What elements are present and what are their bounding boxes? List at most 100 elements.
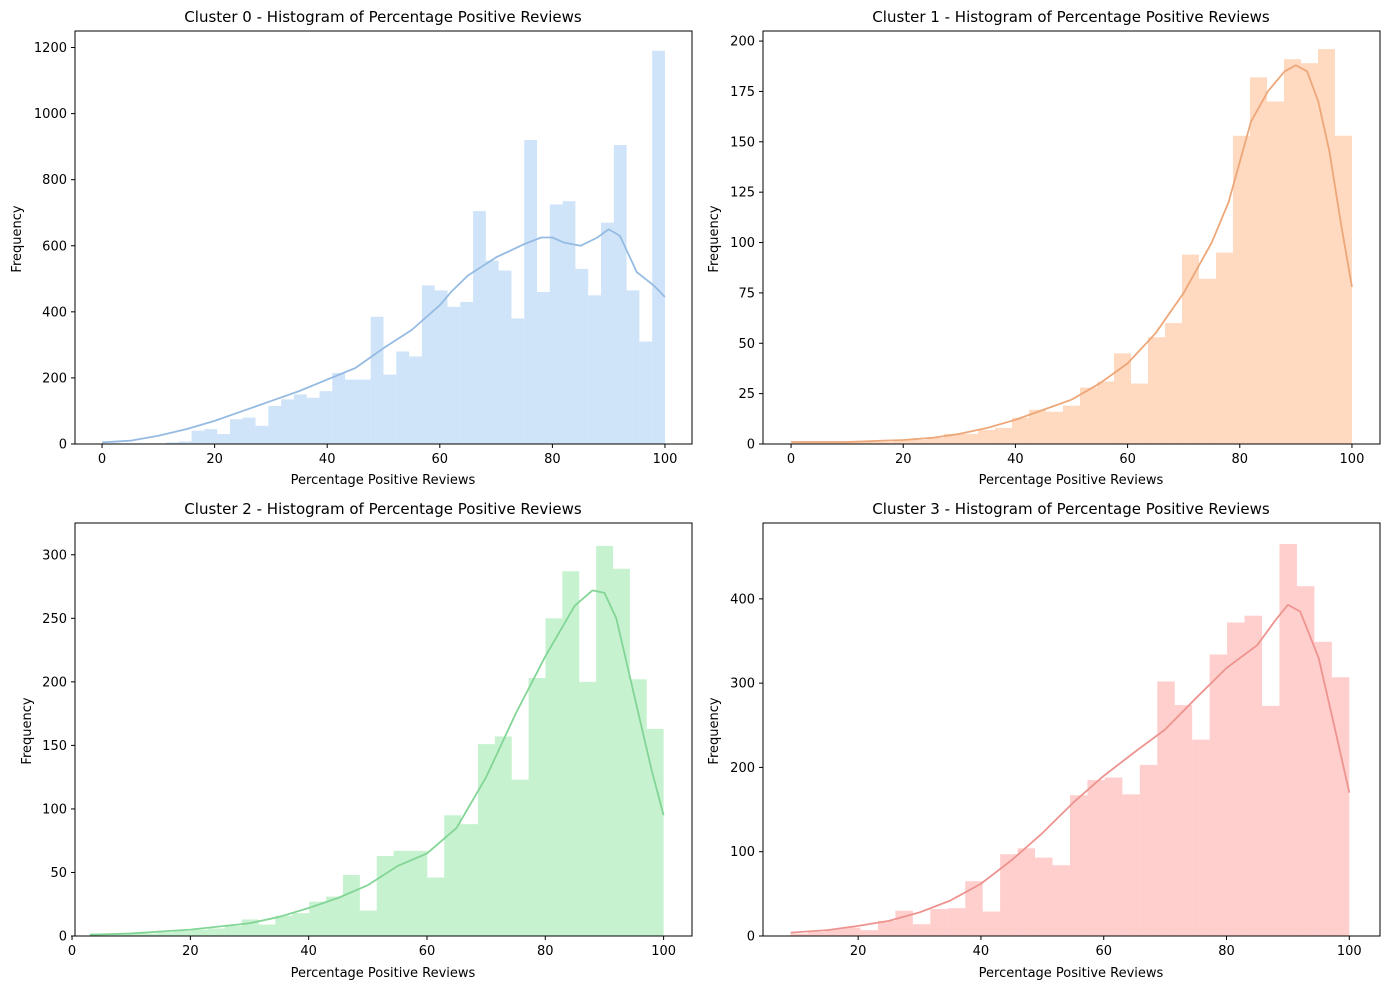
histogram-bar: [1198, 278, 1216, 444]
histogram-bar: [910, 439, 928, 444]
histogram-bar: [165, 442, 179, 444]
y-tick-label: 75: [738, 286, 755, 301]
histogram-bar: [306, 397, 320, 444]
histogram-bar: [359, 910, 377, 936]
chart-title: Cluster 3 - Histogram of Percentage Posi…: [872, 500, 1270, 518]
histogram-bar: [1139, 764, 1158, 936]
histogram-bar: [309, 901, 327, 936]
plot-area: 0 20 40 60 80 100 0 25 50 75 100 125 150 175 200: [730, 30, 1381, 467]
kde-curve: [89, 589, 665, 936]
histogram-bar: [944, 433, 962, 444]
histogram-bar: [1244, 615, 1263, 936]
histogram-bar: [229, 419, 243, 444]
x-tick-label: 100: [1337, 944, 1362, 959]
y-tick-label: 0: [747, 438, 755, 453]
histogram-bar: [537, 292, 550, 444]
histogram-bar: [292, 913, 310, 936]
x-tick-label: 20: [895, 452, 912, 467]
histogram-bar: [498, 270, 512, 444]
x-tick-label: 40: [1007, 452, 1024, 467]
histogram-bar: [961, 433, 979, 444]
histogram-bar: [1052, 865, 1070, 936]
histogram-bar: [444, 815, 462, 936]
y-tick-label: 300: [42, 548, 67, 563]
y-tick-label: 100: [730, 845, 755, 860]
histogram-bar: [1122, 794, 1140, 936]
histogram-bar: [965, 881, 983, 936]
histogram-bar: [123, 933, 141, 936]
x-tick-label: 40: [973, 944, 990, 959]
histogram-bar: [652, 50, 665, 444]
histogram-bar: [393, 850, 411, 936]
histogram-bar: [370, 316, 384, 444]
histogram-bar: [639, 341, 653, 444]
y-tick-label: 0: [59, 930, 67, 945]
histogram-bar: [485, 260, 499, 444]
histogram-bar: [255, 425, 269, 444]
y-axis-label: Frequency: [707, 697, 722, 764]
histogram-bar: [1097, 381, 1114, 444]
histogram-bar: [461, 824, 478, 936]
x-tick-label: 40: [319, 452, 336, 467]
histogram-bar: [1174, 705, 1193, 936]
x-tick-label: 80: [544, 452, 561, 467]
histogram-bar: [1035, 857, 1053, 936]
histogram-bar: [790, 933, 809, 936]
chart-panel-cluster-2: Cluster 2 - Histogram of Percentage Posi…: [20, 500, 693, 981]
histogram-bar: [808, 931, 826, 936]
histogram-bar: [1192, 739, 1210, 936]
histogram-bar: [326, 896, 343, 936]
y-axis-label: Frequency: [707, 205, 722, 272]
histogram-bar: [549, 204, 563, 444]
histogram-bar: [1317, 49, 1335, 444]
kde-curve: [790, 603, 1351, 934]
histogram-bar: [1296, 586, 1315, 936]
histogram-bar: [893, 439, 911, 444]
histogram-bar: [258, 924, 276, 936]
histogram-bar: [494, 736, 512, 936]
y-tick-label: 400: [42, 305, 67, 320]
histogram-bar: [1046, 411, 1063, 444]
histogram-bar: [1029, 409, 1047, 444]
chart-title: Cluster 2 - Histogram of Percentage Posi…: [184, 500, 582, 518]
histogram-bar: [646, 728, 664, 936]
histogram-bar: [268, 406, 282, 444]
histogram-bar: [626, 290, 640, 444]
histogram-bar: [511, 779, 529, 936]
histogram-bar: [383, 374, 397, 444]
y-tick-label: 0: [747, 930, 755, 945]
histogram-bar: [843, 927, 861, 936]
histogram-bar: [342, 875, 360, 936]
x-tick-label: 60: [432, 452, 449, 467]
histogram-bar: [629, 679, 647, 936]
histogram-bar: [877, 920, 896, 936]
histogram-bar: [545, 618, 563, 936]
histogram-bar: [1215, 252, 1233, 444]
y-tick-label: 50: [50, 866, 67, 881]
histogram-bar: [1181, 254, 1199, 444]
chart-panel-cluster-3: Cluster 3 - Histogram of Percentage Posi…: [707, 500, 1381, 981]
histogram-bar: [460, 301, 474, 444]
x-axis-label: Percentage Positive Reviews: [979, 966, 1164, 981]
histogram-bar: [825, 441, 843, 444]
histogram-bar: [1334, 135, 1352, 444]
y-tick-label: 100: [730, 236, 755, 251]
histogram-bar: [859, 441, 877, 444]
x-axis-label: Percentage Positive Reviews: [291, 473, 476, 488]
histogram-bar: [1227, 622, 1245, 936]
histogram-bar: [376, 855, 394, 936]
chart-panel-cluster-0: Cluster 0 - Histogram of Percentage Posi…: [10, 8, 693, 488]
histogram-bar: [174, 930, 192, 936]
axes-frame: [762, 522, 1381, 937]
histogram-bar: [596, 545, 613, 936]
histogram-bar: [791, 441, 809, 444]
histogram-bar: [1000, 854, 1018, 936]
histogram-bar: [978, 429, 996, 444]
y-axis-label: Frequency: [20, 697, 35, 764]
histogram-bar: [1279, 544, 1297, 936]
histogram-bar: [204, 429, 218, 444]
y-tick-label: 125: [730, 186, 755, 201]
histogram-bar: [409, 356, 422, 444]
chart-panel-cluster-1: Cluster 1 - Histogram of Percentage Posi…: [707, 8, 1381, 488]
